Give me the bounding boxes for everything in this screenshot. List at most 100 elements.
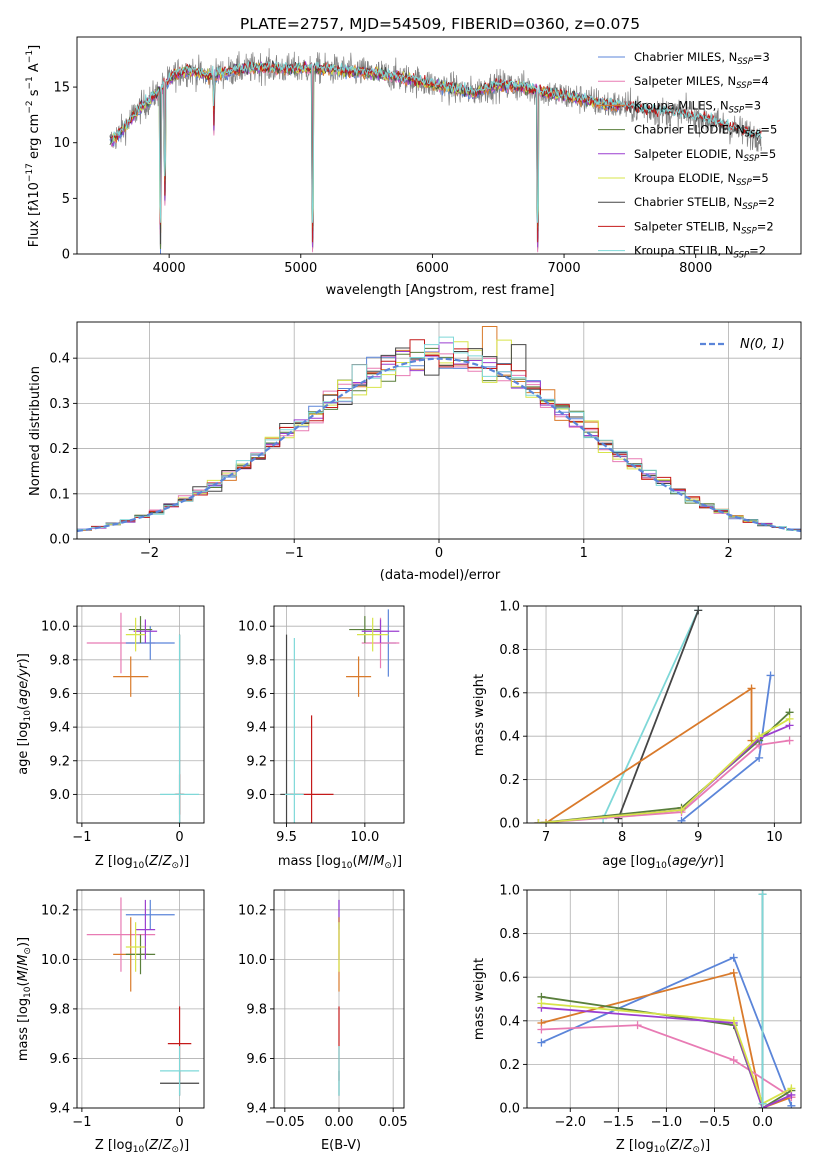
weight-vs-age-ytick-label: 0.8 (499, 643, 520, 658)
model-spectrum-kroupa-stelib (112, 60, 762, 223)
age-vs-mass-ytick-label: 9.2 (246, 754, 267, 769)
age-vs-Z-ytick-label: 9.8 (49, 653, 70, 668)
residuals-frame (76, 321, 802, 540)
spectrum-plot-area: 4000 5000 6000 7000 8000 0 5 10 15 (53, 36, 802, 276)
line-chabrier-stelib (617, 609, 700, 820)
errorbar-salpeter-elodie (135, 899, 156, 960)
marker-kroupa-stelib (758, 1099, 767, 1108)
series-kroupa-elodie (534, 714, 794, 823)
marker-chabrier-miles (766, 671, 775, 680)
age-vs-Z-xtick-label: 0 (175, 830, 183, 845)
mass-vs-metallicity-plot-area: −1 0 9.4 9.6 9.8 10.0 10.2 (41, 889, 205, 1130)
mass-vs-Z-xtick-label: 0 (175, 1115, 183, 1130)
age-vs-Z-xtick-label: −1 (72, 830, 91, 845)
age-vs-mass-ytick-label: 9.8 (246, 653, 267, 668)
age-vs-mass-ytick-label: 9.6 (246, 687, 267, 702)
age-vs-Z-ticks: −1 0 9.0 9.2 9.4 9.6 9.8 10.0 (41, 620, 184, 845)
line-kroupa-elodie (541, 1002, 792, 1105)
weight-vs-age-ytick-label: 0.0 (499, 817, 520, 832)
spectrum-panel: PLATE=2757, MJD=54509, FIBERID=0360, z=0… (25, 15, 802, 298)
series-chabrier-miles (537, 953, 796, 1108)
line-salpeter-elodie (541, 1006, 792, 1108)
legend-label-salpeter-elodie: Salpeter ELODIE, NSSP=5 (634, 147, 776, 164)
spectrum-ylabel: Flux [fλ10−17 erg cm−2 s−1 A−1] (25, 45, 42, 247)
age-vs-Z-ytick-label: 10.0 (41, 620, 70, 635)
marker-chabrier-miles (787, 1101, 796, 1108)
series-chabrier-stelib (614, 606, 703, 823)
weight-vs-metallicity-panel: −2.0 −1.5 −1.0 −0.5 0.0 0.0 0.2 0.4 0.6 0.8 1.0 Z … (472, 884, 802, 1155)
errorbar-chabrier-miles (125, 899, 175, 930)
mass-vs-ebv-xtick-label: −0.05 (265, 1115, 305, 1130)
weight-vs-Z-ticks: −2.0 −1.5 −1.0 −0.5 0.0 0.0 0.2 0.4 0.6 0.8 1.0 (499, 884, 773, 1131)
mass-vs-metallicity-ylabel: mass [log10(M/M⊙)] (16, 937, 33, 1061)
errorbar-kroupa-miles (346, 656, 372, 697)
weight-vs-Z-ytick-label: 1.0 (499, 884, 520, 899)
age-vs-Z-ytick-label: 9.6 (49, 687, 70, 702)
residuals-ylabel: Normed distribution (28, 366, 43, 496)
mass-vs-ebv-xlabel: E(B-V) (321, 1138, 361, 1153)
marker-kroupa-elodie (755, 732, 764, 741)
residuals-xtick-label: −1 (285, 546, 304, 561)
residuals-xtick-label: 2 (724, 546, 732, 561)
spectrum-ytick-label: 0 (62, 248, 70, 263)
weight-vs-age-xtick-label: 7 (542, 830, 550, 845)
age-vs-Z-ytick-label: 9.2 (49, 754, 70, 769)
spectrum-xtick-label: 6000 (416, 261, 449, 276)
legend-label-chabrier-stelib: Chabrier STELIB, NSSP=2 (634, 195, 775, 212)
errorbar-kroupa-stelib (284, 637, 304, 823)
weight-vs-Z-ytick-label: 0.0 (499, 1102, 520, 1117)
marker-chabrier-miles (537, 1038, 546, 1047)
errorbar-kroupa-elodie (125, 922, 146, 972)
weight-vs-age-panel: 7 8 9 10 0.0 0.2 0.4 0.6 0.8 1.0 age [log10(age/y… (472, 600, 802, 871)
age-vs-mass-ytick-label: 9.0 (246, 788, 267, 803)
marker-chabrier-miles (755, 753, 764, 762)
legend-label-salpeter-stelib: Salpeter STELIB, NSSP=2 (634, 219, 774, 236)
age-vs-mass-xlabel: mass [log10(M/M⊙)] (278, 854, 402, 871)
age-vs-mass-plot-area: 9.5 10.0 9.0 9.2 9.4 9.6 9.8 10.0 (238, 605, 405, 845)
weight-vs-Z-xtick-label: −2.0 (554, 1115, 586, 1130)
weight-vs-Z-ytick-label: 0.6 (499, 971, 520, 986)
errorbar-salpeter-elodie (133, 619, 158, 644)
errorbar-salpeter-elodie (361, 619, 400, 644)
errorbar-kroupa-miles (113, 656, 149, 697)
histogram-salpeter-stelib (77, 339, 801, 531)
errorbar-chabrier-elodie (128, 616, 153, 644)
residuals-xtick-label: 1 (580, 546, 588, 561)
errorbar-kroupa-elodie (357, 617, 389, 652)
marker-kroupa-elodie (729, 1016, 738, 1025)
weight-vs-age-xtick-label: 9 (694, 830, 702, 845)
mass-vs-ebv-xtick-label: 0.05 (379, 1115, 408, 1130)
mass-vs-ebv-ytick-label: 9.8 (246, 1002, 267, 1017)
weight-vs-Z-frame (526, 889, 802, 1109)
mass-vs-ebv-frame (273, 889, 405, 1109)
marker-kroupa-miles (729, 968, 738, 977)
residuals-xtick-label: −2 (140, 546, 159, 561)
legend-label-chabrier-elodie: Chabrier ELODIE, NSSP=5 (634, 123, 777, 140)
mass-vs-ebv-ytick-label: 10.0 (238, 953, 267, 968)
marker-chabrier-miles (677, 816, 686, 823)
age-vs-Z-frame (76, 605, 205, 824)
spectrum-xtick-label: 8000 (679, 261, 712, 276)
age-vs-metallicity-xlabel: Z [log10(Z/Z⊙)] (95, 854, 189, 871)
residuals-ytick-label: 0.2 (49, 442, 70, 457)
age-vs-mass-panel: 9.5 10.0 9.0 9.2 9.4 9.6 9.8 10.0 mass [log10(M… (238, 605, 405, 871)
marker-kroupa-elodie (785, 714, 794, 723)
weight-vs-age-ytick-label: 0.4 (499, 730, 520, 745)
residuals-xlabel: (data-model)/error (380, 568, 501, 583)
weight-vs-Z-ytick-label: 0.8 (499, 927, 520, 942)
mass-vs-Z-ticks: −1 0 9.4 9.6 9.8 10.0 10.2 (41, 903, 184, 1130)
marker-chabrier-miles (729, 953, 738, 962)
weight-vs-Z-ytick-label: 0.4 (499, 1014, 520, 1029)
age-vs-mass-ytick-label: 9.4 (246, 721, 267, 736)
spectrum-ytick-label: 5 (62, 192, 70, 207)
mass-vs-ebv-plot-area: −0.05 0.00 0.05 9.4 9.6 9.8 10.0 10.2 (238, 889, 408, 1130)
mass-vs-ebv-panel: −0.05 0.00 0.05 9.4 9.6 9.8 10.0 10.2 E(B-V) (238, 889, 408, 1153)
weight-vs-age-plot-area: 7 8 9 10 0.0 0.2 0.4 0.6 0.8 1.0 (499, 600, 802, 846)
weight-vs-Z-ytick-label: 0.2 (499, 1058, 520, 1073)
mass-vs-metallicity-xlabel: Z [log10(Z/Z⊙)] (95, 1138, 189, 1155)
errorbar-salpeter-miles (86, 897, 156, 972)
weight-vs-age-ticks: 7 8 9 10 0.0 0.2 0.4 0.6 0.8 1.0 (499, 600, 782, 846)
errorbar-kroupa-stelib (160, 634, 200, 823)
mass-vs-ebv-ytick-label: 9.4 (246, 1102, 267, 1117)
